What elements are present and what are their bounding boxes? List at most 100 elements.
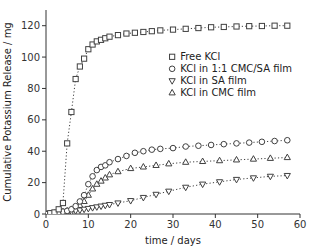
data-point xyxy=(170,27,175,32)
data-point xyxy=(284,154,290,160)
y-tick-label: 100 xyxy=(21,52,40,63)
series-line xyxy=(46,26,287,214)
data-point xyxy=(216,180,222,186)
data-point xyxy=(115,168,121,174)
data-point xyxy=(272,138,278,144)
y-tick xyxy=(42,88,46,89)
data-point xyxy=(259,139,265,145)
data-point xyxy=(221,141,227,147)
data-point xyxy=(234,141,240,147)
data-point xyxy=(82,56,87,61)
series-line xyxy=(46,140,287,214)
data-point xyxy=(183,185,189,191)
data-point xyxy=(140,164,146,170)
data-point xyxy=(73,203,79,209)
y-axis-line xyxy=(46,10,47,214)
data-point xyxy=(149,29,154,34)
y-tick xyxy=(42,119,46,120)
data-point xyxy=(90,174,96,180)
x-tick-label: 20 xyxy=(124,219,137,230)
legend-label: KCl in CMC film xyxy=(180,87,256,98)
plot-area xyxy=(46,23,290,214)
y-tick-label: 0 xyxy=(34,209,40,220)
x-tick xyxy=(130,214,131,218)
data-point xyxy=(153,162,159,168)
data-point xyxy=(77,64,82,69)
y-tick xyxy=(42,57,46,58)
x-tick-label: 60 xyxy=(294,219,307,230)
data-point xyxy=(250,156,256,162)
y-tick xyxy=(42,182,46,183)
data-point xyxy=(166,160,172,166)
data-point xyxy=(272,23,277,28)
x-tick-label: 10 xyxy=(82,219,95,230)
x-tick-label: 0 xyxy=(43,219,49,230)
data-point xyxy=(132,150,138,156)
data-point xyxy=(267,155,273,161)
data-point xyxy=(115,156,121,162)
data-point xyxy=(149,147,155,153)
data-point xyxy=(86,181,92,187)
data-point xyxy=(233,156,239,162)
data-point xyxy=(208,142,214,148)
x-tick xyxy=(88,214,89,218)
data-point xyxy=(60,200,65,205)
x-tick xyxy=(300,214,301,218)
x-tick-label: 40 xyxy=(209,219,222,230)
data-point xyxy=(128,199,134,205)
data-point xyxy=(284,173,290,179)
legend-label: KCl in SA film xyxy=(180,75,247,86)
data-point xyxy=(69,109,74,114)
data-point xyxy=(200,182,206,188)
data-point xyxy=(166,189,172,195)
data-point xyxy=(115,33,120,38)
data-point xyxy=(56,207,61,212)
x-tick xyxy=(173,214,174,218)
y-tick-label: 20 xyxy=(27,177,40,188)
legend-label: KCl in 1:1 CMC/SA film xyxy=(180,63,292,74)
data-point xyxy=(216,157,222,163)
data-point xyxy=(81,192,87,198)
data-point xyxy=(267,174,273,180)
chart: 0102030405060020406080100120time / daysC… xyxy=(0,0,310,250)
data-point xyxy=(107,34,112,39)
data-point xyxy=(183,26,188,31)
data-point xyxy=(285,23,290,28)
legend-marker xyxy=(169,89,175,95)
data-point xyxy=(259,23,264,28)
data-point xyxy=(141,29,146,34)
y-tick-label: 40 xyxy=(27,146,40,157)
data-point xyxy=(196,143,202,149)
data-point xyxy=(124,31,129,36)
data-point xyxy=(153,192,159,198)
y-axis-label: Cumulative Potassium Release / mg xyxy=(2,22,13,201)
data-point xyxy=(106,202,112,208)
data-point xyxy=(141,148,147,154)
data-point xyxy=(158,146,164,152)
data-point xyxy=(170,145,176,151)
x-axis-label: time / days xyxy=(145,235,201,246)
data-point xyxy=(140,195,146,201)
data-point xyxy=(250,176,256,182)
data-point xyxy=(128,165,134,171)
data-point xyxy=(106,171,112,177)
x-tick xyxy=(257,214,258,218)
series-line xyxy=(46,158,287,214)
y-tick-label: 60 xyxy=(27,114,40,125)
y-tick xyxy=(42,25,46,26)
data-point xyxy=(183,159,189,165)
data-point xyxy=(115,201,121,207)
data-point xyxy=(73,76,78,81)
data-point xyxy=(107,159,113,165)
legend-label: Free KCl xyxy=(180,51,220,62)
data-point xyxy=(158,28,163,33)
legend-marker xyxy=(170,54,175,59)
y-tick-label: 80 xyxy=(27,83,40,94)
data-point xyxy=(247,24,252,29)
series-line xyxy=(46,176,287,214)
data-point xyxy=(77,199,83,205)
legend-marker xyxy=(169,66,175,72)
data-point xyxy=(124,153,130,159)
legend-marker xyxy=(169,79,175,85)
x-tick-label: 50 xyxy=(251,219,264,230)
